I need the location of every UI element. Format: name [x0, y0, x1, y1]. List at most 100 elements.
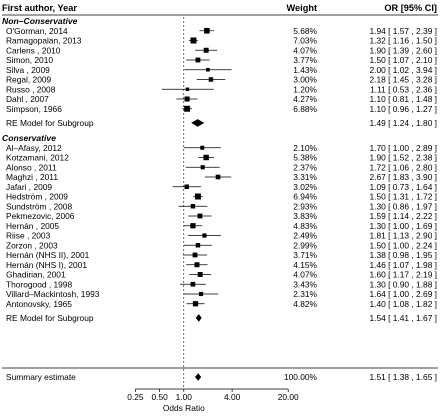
point-estimate	[190, 281, 196, 287]
study-label: Silva , 2009	[6, 65, 50, 75]
study-or-ci: 1.70 [ 1.00 , 2.89 ]	[369, 143, 437, 153]
x-axis-tick-label: 1.00	[176, 392, 193, 402]
study-weight: 5.38%	[293, 153, 317, 163]
point-estimate	[203, 47, 209, 53]
study-weight: 3.77%	[293, 55, 317, 65]
study-or-ci: 1.30 [ 1.00 , 1.69 ]	[369, 221, 437, 231]
study-label: Dahl , 2007	[6, 94, 49, 104]
study-label: Riise , 2003	[6, 231, 51, 241]
x-axis-tick-label: 0.50	[151, 392, 168, 402]
study-label: Thorogood , 1998	[6, 279, 72, 289]
point-estimate	[198, 291, 204, 297]
study-weight: 6.88%	[293, 104, 317, 114]
point-estimate	[192, 252, 198, 258]
overall-or-ci: 1.51 [ 1.38 , 1.65 ]	[369, 372, 437, 382]
study-or-ci: 1.90 [ 1.39 , 2.60 ]	[369, 45, 437, 55]
point-estimate	[184, 96, 190, 102]
study-weight: 2.49%	[293, 231, 317, 241]
study-or-ci: 1.30 [ 0.86 , 1.97 ]	[369, 201, 437, 211]
study-label: Hedström , 2009	[6, 192, 68, 202]
study-label: Zorzon , 2003	[6, 240, 58, 250]
subgroup-title: Conservative	[2, 133, 56, 143]
point-estimate	[202, 233, 207, 238]
overall-diamond	[195, 373, 202, 381]
subgroup-summary-diamond	[195, 314, 202, 322]
study-weight: 3.31%	[293, 172, 317, 182]
study-weight: 4.15%	[293, 260, 317, 270]
study-or-ci: 2.67 [ 1.83 , 3.90 ]	[369, 172, 437, 182]
study-label: Simon, 2010	[6, 55, 53, 65]
study-label: Hernán (NHS II), 2001	[6, 250, 90, 260]
study-or-ci: 1.60 [ 1.17 , 2.19 ]	[369, 270, 437, 280]
point-estimate	[204, 27, 210, 34]
study-or-ci: 1.50 [ 1.31 , 1.72 ]	[369, 192, 437, 202]
study-weight: 2.37%	[293, 162, 317, 172]
study-or-ci: 1.10 [ 0.81 , 1.48 ]	[369, 94, 437, 104]
study-label: Carlens , 2010	[6, 45, 61, 55]
study-weight: 4.27%	[293, 94, 317, 104]
study-weight: 1.43%	[293, 65, 317, 75]
study-label: Maghzi , 2011	[6, 172, 58, 182]
x-axis-tick-label: 0.25	[127, 392, 144, 402]
study-label: Hernán , 2005	[6, 221, 59, 231]
subgroup-title: Non–Conservative	[2, 16, 78, 26]
study-label: Simpson, 1966	[6, 104, 62, 114]
point-estimate	[203, 154, 209, 161]
header-weight: Weight	[287, 3, 317, 13]
study-weight: 2.31%	[293, 289, 317, 299]
study-weight: 2.99%	[293, 240, 317, 250]
subgroup-summary-diamond	[191, 119, 205, 127]
study-or-ci: 1.81 [ 1.13 , 2.90 ]	[369, 231, 437, 241]
study-weight: 4.07%	[293, 45, 317, 55]
study-or-ci: 1.59 [ 1.14 , 2.22 ]	[369, 211, 437, 221]
x-axis-tick-label: 20.00	[278, 392, 299, 402]
study-label: Villard–Mackintosh, 1993	[6, 289, 100, 299]
study-or-ci: 1.10 [ 0.96 , 1.27 ]	[369, 104, 437, 114]
study-label: Sundström , 2008	[6, 201, 72, 211]
study-or-ci: 1.40 [ 1.08 , 1.82 ]	[369, 299, 437, 309]
study-weight: 7.03%	[293, 36, 317, 46]
study-label: Alonso , 2011	[6, 162, 57, 172]
subgroup-summary-or-ci: 1.49 [ 1.24 , 1.80 ]	[369, 118, 437, 128]
header-or-ci: OR [95% CI]	[384, 3, 437, 13]
study-weight: 1.20%	[293, 84, 317, 94]
point-estimate	[190, 204, 196, 209]
point-estimate	[197, 213, 203, 219]
x-axis-tick-label: 4.00	[224, 392, 241, 402]
point-estimate	[200, 165, 205, 170]
header-study: First author, Year	[2, 3, 77, 13]
study-weight: 5.68%	[293, 26, 317, 36]
overall-weight: 100.00%	[284, 372, 318, 382]
study-weight: 3.00%	[293, 75, 317, 85]
study-or-ci: 1.32 [ 1.16 , 1.50 ]	[369, 36, 437, 46]
study-or-ci: 1.72 [ 1.06 , 2.80 ]	[369, 162, 437, 172]
study-label: Antonovsky, 1965	[6, 299, 72, 309]
x-axis-label: Odds Ratio	[163, 403, 205, 413]
study-or-ci: 1.46 [ 1.07 , 1.98 ]	[369, 260, 437, 270]
study-or-ci: 1.11 [ 0.53 , 2.36 ]	[370, 84, 437, 94]
study-or-ci: 1.09 [ 0.73 , 1.64 ]	[369, 182, 437, 192]
study-weight: 3.02%	[293, 182, 317, 192]
study-weight: 3.71%	[293, 250, 317, 260]
study-weight: 4.82%	[293, 299, 317, 309]
point-estimate	[184, 105, 191, 112]
point-estimate	[184, 184, 190, 189]
point-estimate	[206, 67, 210, 72]
point-estimate	[190, 37, 197, 44]
point-estimate	[185, 87, 190, 91]
study-or-ci: 2.00 [ 1.02 , 3.94 ]	[369, 65, 437, 75]
point-estimate	[208, 77, 214, 82]
point-estimate	[190, 223, 196, 229]
study-weight: 2.93%	[293, 201, 317, 211]
study-label: Regal, 2009	[6, 75, 52, 85]
overall-label: Summary estimate	[6, 372, 76, 382]
study-label: Al–Afasy, 2012	[6, 143, 62, 153]
study-label: Ramagopalan, 2013	[6, 36, 82, 46]
subgroup-summary-label: RE Model for Subgroup	[6, 313, 94, 323]
study-label: Ghadirian, 2001	[6, 270, 66, 280]
study-weight: 3.83%	[293, 211, 317, 221]
study-or-ci: 1.94 [ 1.57 , 2.39 ]	[369, 26, 437, 36]
subgroup-summary-or-ci: 1.54 [ 1.41 , 1.67 ]	[369, 313, 437, 323]
study-weight: 2.10%	[293, 143, 317, 153]
